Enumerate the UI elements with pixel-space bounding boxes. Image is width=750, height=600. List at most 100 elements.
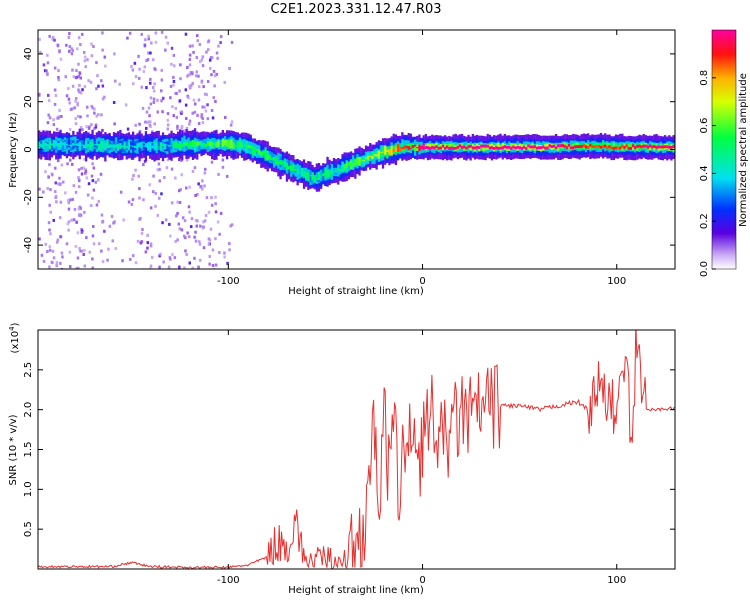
heat-speckle [80, 231, 83, 234]
heat-speckle [46, 187, 49, 190]
heat-ridge-cell [48, 141, 51, 149]
heat-ridge-cell [358, 157, 361, 166]
heat-speckle [204, 109, 208, 113]
heat-ridge-cell [204, 143, 207, 148]
heat-ridge-cell [93, 144, 96, 146]
heat-ridge-cell [217, 140, 220, 147]
heat-speckle [77, 168, 81, 172]
heat-ridge-cell [179, 141, 182, 151]
heat-speckle [146, 246, 149, 250]
heat-ridge-cell [206, 141, 210, 146]
heat-speckle [190, 83, 193, 87]
heat-ridge-cell [91, 142, 94, 148]
heat-speckle [183, 266, 186, 269]
heat-ridge-cell [198, 141, 201, 146]
heat-ridge-cell [574, 145, 577, 149]
heat-speckle [219, 211, 223, 215]
heat-speckle [215, 72, 218, 76]
heat-speckle [185, 252, 188, 256]
heat-speckle [172, 53, 176, 57]
heat-ridge-cell [533, 145, 536, 152]
heat-speckle [100, 79, 103, 83]
heat-speckle [202, 85, 205, 89]
heat-speckle [56, 240, 59, 244]
heat-speckle [74, 190, 78, 194]
heat-speckle [57, 78, 60, 82]
heat-ridge-cell [467, 145, 470, 149]
heat-ridge-cell [193, 142, 197, 145]
heat-ridge-cell [285, 162, 289, 170]
heat-speckle [78, 71, 81, 75]
heat-speckle [83, 85, 87, 89]
heat-ridge-cell [322, 173, 325, 176]
heat-speckle [204, 167, 207, 171]
heat-ridge-cell [339, 165, 342, 170]
heat-speckle [134, 123, 137, 127]
heat-speckle [152, 190, 155, 194]
heat-speckle [157, 162, 161, 166]
heat-speckle [114, 79, 117, 83]
heat-speckle [59, 235, 62, 239]
heat-speckle [73, 207, 77, 211]
heat-ridge-cell [672, 145, 675, 148]
heat-speckle [154, 204, 157, 208]
heat-ridge-cell [326, 169, 329, 177]
heat-speckle [205, 196, 209, 200]
heat-speckle [154, 40, 158, 44]
heat-ridge-cell [666, 145, 669, 149]
heat-speckle [212, 96, 215, 100]
heat-ridge-cell [475, 145, 479, 149]
heat-ridge-cell [78, 141, 81, 151]
heat-speckle [87, 79, 90, 83]
heat-speckle [216, 220, 220, 224]
heat-speckle [180, 173, 183, 177]
heat-speckle [148, 114, 151, 118]
heat-ridge-cell [373, 154, 376, 157]
heat-ridge-cell [390, 146, 393, 156]
heat-speckle [163, 176, 166, 179]
heat-speckle [54, 166, 57, 170]
heat-ridge-cell [170, 143, 173, 150]
heat-speckle [78, 247, 81, 250]
heat-speckle [55, 200, 58, 204]
heat-speckle [101, 84, 105, 88]
heat-ridge-cell [505, 145, 509, 149]
heat-speckle [48, 203, 51, 207]
heat-ridge-cell [431, 146, 434, 149]
heat-speckle [153, 67, 156, 71]
heat-ridge-cell [196, 141, 199, 147]
heat-ridge-cell [612, 146, 615, 150]
heat-ridge-cell [142, 145, 145, 147]
heat-speckle [76, 231, 80, 235]
heat-speckle [205, 93, 208, 97]
heat-speckle [191, 169, 195, 173]
heat-speckle [101, 48, 104, 52]
heat-speckle [183, 219, 187, 223]
heat-speckle [149, 125, 152, 128]
heat-speckle [221, 158, 225, 162]
heat-speckle [152, 89, 156, 93]
heat-speckle [70, 218, 73, 222]
heat-speckle [137, 54, 140, 58]
heat-speckle [198, 242, 202, 246]
heat-speckle [58, 183, 62, 187]
heat-speckle [149, 244, 153, 248]
heat-speckle [77, 176, 80, 180]
heat-speckle [56, 44, 60, 48]
heat-ridge-cell [407, 146, 410, 151]
heat-speckle [113, 220, 116, 224]
heat-speckle [72, 75, 75, 79]
heat-speckle [58, 49, 61, 53]
heat-speckle [92, 45, 95, 48]
heat-ridge-cell [544, 146, 547, 150]
heat-speckle [202, 220, 205, 224]
bottom-scale-label: (x104) [8, 322, 21, 353]
heat-ridge-cell [663, 145, 667, 149]
heat-ridge-cell [240, 144, 244, 148]
heat-speckle [226, 261, 229, 265]
snr-series-line [38, 330, 675, 569]
heat-ridge-cell [471, 146, 474, 150]
heat-speckle [199, 60, 202, 64]
heat-ridge-cell [172, 142, 175, 148]
heat-speckle [178, 189, 181, 193]
